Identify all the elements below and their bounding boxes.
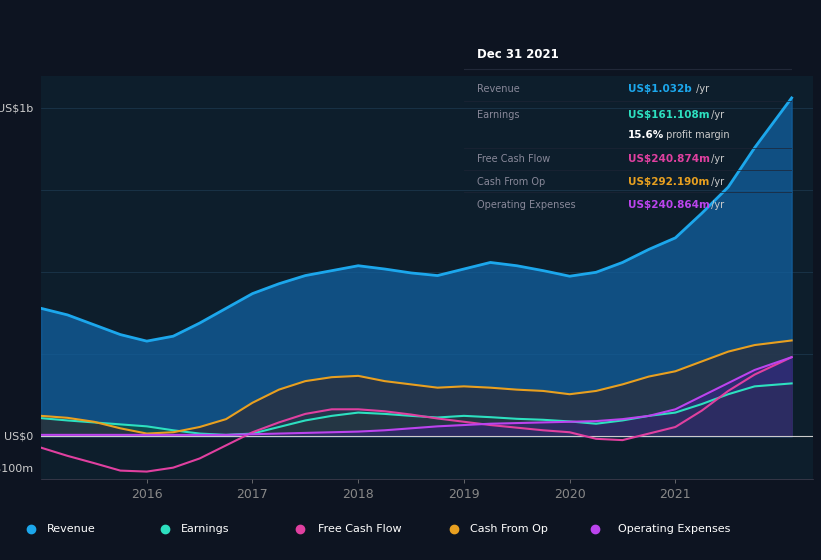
- Text: profit margin: profit margin: [663, 130, 729, 140]
- Text: Cash From Op: Cash From Op: [477, 178, 545, 188]
- Text: Free Cash Flow: Free Cash Flow: [319, 524, 402, 534]
- Text: -US$100m: -US$100m: [0, 464, 34, 474]
- Text: Cash From Op: Cash From Op: [470, 524, 548, 534]
- Text: US$240.874m: US$240.874m: [628, 154, 710, 164]
- Text: Revenue: Revenue: [477, 84, 520, 94]
- Text: Operating Expenses: Operating Expenses: [477, 200, 576, 209]
- Text: Earnings: Earnings: [477, 110, 520, 120]
- Text: US$292.190m: US$292.190m: [628, 178, 709, 188]
- Text: /yr: /yr: [693, 84, 709, 94]
- Text: Revenue: Revenue: [48, 524, 96, 534]
- Text: /yr: /yr: [708, 154, 723, 164]
- Text: US$240.864m: US$240.864m: [628, 200, 710, 209]
- Text: Free Cash Flow: Free Cash Flow: [477, 154, 550, 164]
- Text: US$161.108m: US$161.108m: [628, 110, 709, 120]
- Text: /yr: /yr: [708, 178, 723, 188]
- Text: Dec 31 2021: Dec 31 2021: [477, 48, 559, 61]
- Text: 15.6%: 15.6%: [628, 130, 664, 140]
- Text: US$1b: US$1b: [0, 104, 34, 113]
- Text: US$1.032b: US$1.032b: [628, 84, 692, 94]
- Text: US$0: US$0: [4, 431, 34, 441]
- Text: /yr: /yr: [708, 110, 723, 120]
- Text: /yr: /yr: [708, 200, 723, 209]
- Text: Operating Expenses: Operating Expenses: [618, 524, 731, 534]
- Text: Earnings: Earnings: [181, 524, 229, 534]
